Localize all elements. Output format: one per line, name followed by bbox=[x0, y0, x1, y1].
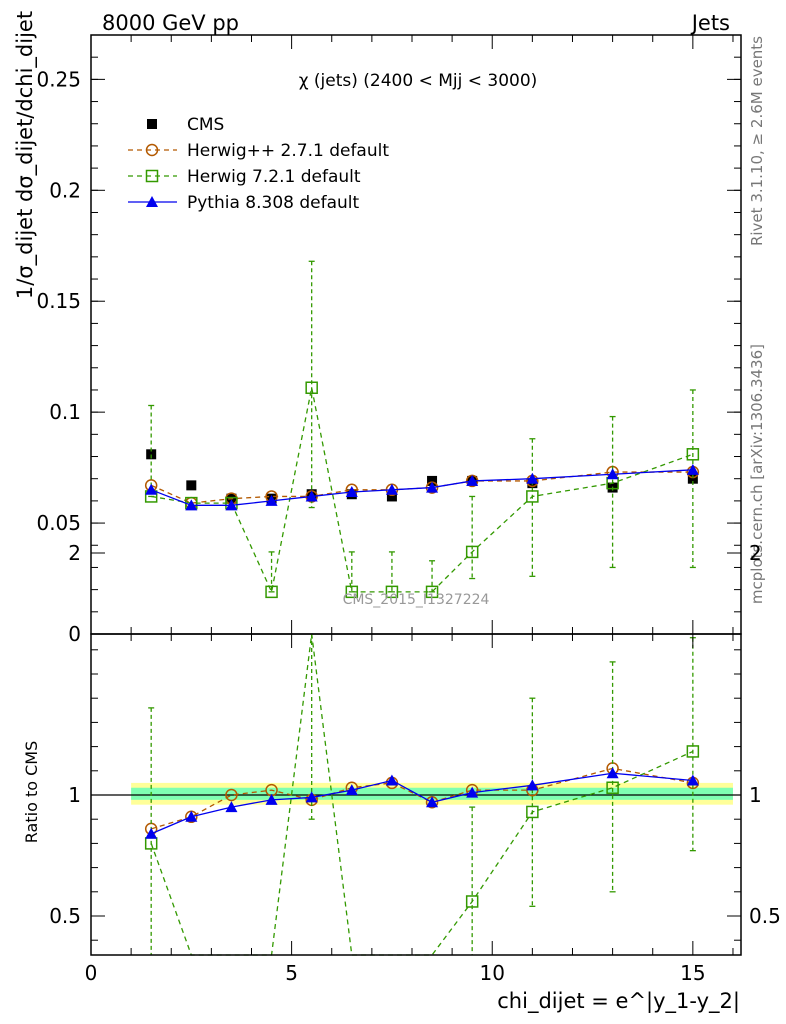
x-tick-label: 0 bbox=[85, 961, 98, 985]
ratio-point-herwig7 bbox=[526, 805, 539, 819]
y-tick-label: 0.5 bbox=[49, 904, 81, 928]
ratio-point-pythia bbox=[426, 796, 439, 808]
data-point-pythia bbox=[606, 468, 619, 480]
data-point-herwig7 bbox=[265, 585, 278, 599]
ratio-point-pythia bbox=[526, 779, 539, 791]
series-pythia bbox=[145, 463, 699, 511]
ratio-point-pythia bbox=[466, 786, 479, 798]
data-point-pythia bbox=[385, 483, 398, 495]
legend-label: Pythia 8.308 default bbox=[187, 193, 360, 213]
main-y-axis-title: 1/σ_dijet dσ_dijet/dchi_dijet bbox=[13, 11, 38, 299]
data-point-pythia bbox=[686, 463, 699, 475]
y-tick-label: 0.05 bbox=[36, 511, 81, 535]
data-point-pythia bbox=[466, 474, 479, 486]
y-tick-label: 0.2 bbox=[49, 178, 81, 202]
x-tick-label: 5 bbox=[285, 961, 298, 985]
y-tick-label-right: 0.5 bbox=[749, 904, 781, 928]
data-point-herwig7 bbox=[465, 545, 479, 559]
x-axis-title: chi_dijet = e^|y_1-y_2| bbox=[497, 989, 740, 1014]
ratio-point-pythia bbox=[225, 801, 238, 813]
data-point-data bbox=[427, 475, 438, 486]
legend-label: CMS bbox=[187, 115, 224, 135]
data-point-pythia bbox=[526, 472, 539, 484]
data-point-herwig7 bbox=[345, 585, 359, 599]
series-line-pythia bbox=[150, 469, 693, 506]
chart-title: χ (jets) (2400 < Mjj < 3000) bbox=[299, 71, 538, 91]
main-panel: χ (jets) (2400 < Mjj < 3000) CMS_2015_I1… bbox=[13, 11, 742, 646]
data-point-herwig7 bbox=[526, 490, 539, 503]
ratio-point-pythia bbox=[265, 793, 278, 805]
ratio-point-pythia bbox=[606, 767, 619, 779]
data-point-herwig7 bbox=[385, 585, 399, 599]
x-tick-label: 15 bbox=[680, 961, 705, 985]
legend-label: Herwig++ 2.7.1 default bbox=[187, 141, 389, 161]
process-label: Jets bbox=[690, 11, 730, 35]
data-point-data bbox=[386, 491, 397, 502]
data-point-herwig7 bbox=[305, 381, 318, 394]
data-point-pythia bbox=[345, 486, 358, 498]
legend-label: Herwig 7.2.1 default bbox=[187, 167, 361, 187]
y-tick-label: 2 bbox=[68, 541, 81, 565]
ratio-point-pythia bbox=[686, 774, 699, 786]
y-tick-label: 0.1 bbox=[49, 400, 81, 424]
ratio-point-herwigpp bbox=[225, 788, 238, 802]
data-point-herwig7 bbox=[425, 585, 439, 599]
data-point-pythia bbox=[185, 499, 198, 511]
data-point-pythia bbox=[145, 483, 158, 495]
series-herwig7 bbox=[144, 260, 700, 599]
data-point-pythia bbox=[225, 499, 238, 511]
ratio-series-pythia bbox=[145, 767, 699, 839]
data-point-herwig7 bbox=[686, 448, 700, 461]
ratio-point-herwig7 bbox=[606, 781, 619, 794]
data-point-data bbox=[146, 449, 157, 460]
legend: CMS Herwig++ 2.7.1 default Herwig 7.2.1 de… bbox=[128, 115, 389, 213]
y-tick-label-right: 1 bbox=[749, 783, 762, 807]
energy-label: 8000 GeV pp bbox=[102, 11, 239, 35]
ratio-point-pythia bbox=[305, 791, 318, 803]
y-tick-label: 0 bbox=[68, 622, 81, 646]
y-tick-label: 0.15 bbox=[36, 289, 81, 313]
ratio-y-axis-title: Ratio to CMS bbox=[22, 741, 41, 843]
mcplots-label: mcplots.cern.ch [arXiv:1306.3436] bbox=[748, 344, 766, 604]
legend-marker-herwigpp bbox=[145, 143, 159, 157]
ratio-point-pythia bbox=[185, 810, 198, 822]
data-point-pythia bbox=[305, 490, 318, 502]
y-tick-label: 1 bbox=[68, 783, 81, 807]
ratio-series-herwigpp bbox=[144, 762, 700, 836]
ratio-point-herwig7 bbox=[686, 745, 700, 758]
x-tick-label: 10 bbox=[480, 961, 505, 985]
data-point-pythia bbox=[426, 481, 439, 493]
legend-marker-pythia bbox=[146, 196, 158, 207]
legend-marker-data bbox=[147, 119, 157, 129]
data-point-pythia bbox=[265, 494, 278, 506]
ratio-point-herwig7 bbox=[465, 895, 479, 908]
series-line-herwigpp bbox=[150, 471, 693, 504]
ratio-point-pythia bbox=[145, 827, 158, 839]
data-point-data bbox=[687, 473, 698, 484]
data-point-data bbox=[186, 480, 197, 491]
ratio-point-pythia bbox=[345, 784, 358, 796]
rivet-version-label: Rivet 3.1.10, ≥ 2.6M events bbox=[748, 36, 766, 246]
y-tick-label: 0.25 bbox=[36, 67, 81, 91]
ratio-line-pythia bbox=[150, 772, 693, 835]
series-line-herwig7 bbox=[151, 387, 694, 594]
analysis-watermark: CMS_2015_I1327224 bbox=[343, 592, 490, 608]
ratio-panel: 0.5 1 2 0.5 1 2 0 5 10 15 Ratio to CMS chi_dijet … bbox=[22, 541, 781, 1014]
y-tick-label-right: 2 bbox=[749, 541, 762, 565]
legend-marker-herwig7 bbox=[145, 169, 159, 183]
ratio-point-pythia bbox=[385, 774, 398, 786]
